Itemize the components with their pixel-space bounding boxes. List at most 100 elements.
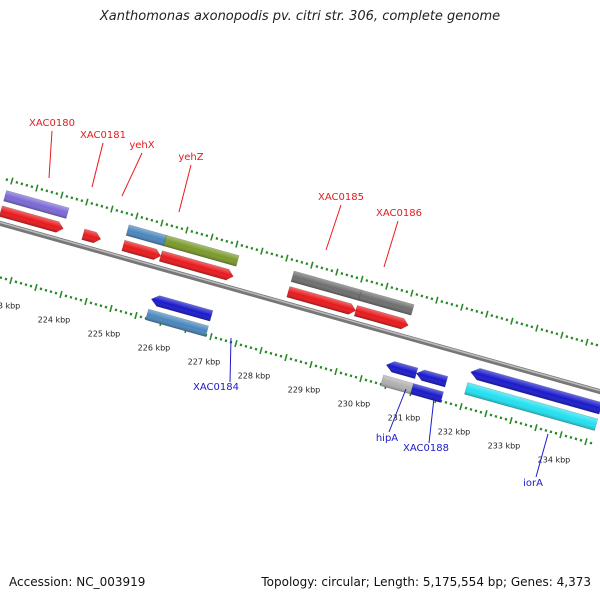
minor-tick: [530, 325, 534, 329]
minor-tick: [270, 252, 274, 256]
minor-tick: [245, 245, 249, 249]
gene-leader-line: [178, 164, 192, 213]
minor-tick: [64, 294, 68, 298]
minor-tick: [405, 290, 409, 294]
major-tick: [160, 219, 164, 227]
minor-tick: [415, 293, 419, 297]
minor-tick: [479, 410, 483, 414]
minor-tick: [80, 199, 84, 203]
genome-backbone-highlight: [0, 221, 600, 392]
minor-tick: [249, 346, 253, 350]
gene-hipa-cds-arrow[interactable]: [385, 360, 419, 380]
gene-yehz-arrow[interactable]: [163, 234, 240, 267]
gene-xac0188-arrow[interactable]: [410, 383, 444, 403]
major-tick: [359, 375, 363, 383]
minor-tick: [549, 430, 553, 434]
minor-tick: [454, 403, 458, 407]
minor-tick: [324, 367, 328, 371]
minor-tick: [569, 436, 573, 439]
scale-label: 223 kbp: [0, 302, 20, 311]
minor-tick: [390, 286, 394, 290]
gene-xac0188-cds-arrow[interactable]: [415, 368, 449, 388]
minor-tick: [575, 337, 579, 341]
minor-tick: [304, 361, 308, 365]
minor-tick: [200, 232, 204, 236]
gene-hipa-arrow[interactable]: [380, 374, 414, 395]
gene-xac0185-cds-arrow[interactable]: [286, 286, 357, 316]
major-tick: [59, 290, 63, 299]
minor-tick: [344, 372, 348, 376]
major-tick: [235, 240, 239, 248]
minor-tick: [524, 423, 528, 427]
major-tick: [585, 338, 589, 346]
minor-tick: [294, 358, 298, 362]
scale-label: 232 kbp: [438, 428, 471, 437]
minor-tick: [165, 223, 169, 226]
minor-tick: [244, 344, 248, 348]
gene-leader-line: [388, 388, 407, 433]
minor-tick: [504, 417, 508, 421]
minor-tick: [95, 203, 99, 207]
minor-tick: [205, 234, 209, 238]
minor-tick: [0, 276, 3, 280]
minor-tick: [330, 269, 334, 273]
minor-tick: [314, 364, 318, 368]
minor-tick: [374, 381, 378, 385]
major-tick: [34, 283, 38, 292]
minor-tick: [519, 421, 523, 425]
minor-tick: [494, 414, 498, 418]
gene-xac0180-arrow[interactable]: [3, 190, 70, 219]
minor-tick: [269, 351, 273, 355]
minor-tick: [375, 281, 379, 285]
minor-tick: [105, 206, 109, 210]
minor-tick: [589, 441, 593, 445]
minor-tick: [480, 311, 484, 315]
minor-tick: [4, 277, 8, 281]
gene-xac0186-cds-arrow[interactable]: [353, 304, 409, 330]
minor-tick: [574, 437, 578, 441]
minor-tick: [514, 420, 518, 424]
minor-tick: [590, 342, 594, 346]
minor-tick: [215, 237, 219, 240]
minor-tick: [430, 297, 434, 301]
minor-tick: [345, 273, 349, 277]
minor-tick: [150, 218, 154, 222]
minor-tick: [565, 335, 569, 339]
accession-label: Accession: NC_003919: [9, 575, 146, 589]
minor-tick: [254, 347, 258, 351]
gene-yehx-arrow[interactable]: [125, 224, 167, 247]
major-tick: [385, 282, 389, 290]
minor-tick: [539, 427, 543, 431]
gene-yehx-cds-arrow[interactable]: [121, 239, 162, 261]
minor-tick: [145, 217, 149, 221]
gene-xac0181-cds-arrow[interactable]: [81, 228, 102, 244]
major-tick: [210, 233, 214, 241]
minor-tick: [555, 332, 559, 336]
gene-xac0186-arrow[interactable]: [358, 289, 415, 316]
gene-xac0184-cds-arrow[interactable]: [150, 294, 214, 322]
minor-tick: [129, 312, 133, 316]
minor-tick: [119, 309, 123, 313]
gene-yehz-cds-arrow[interactable]: [158, 250, 234, 282]
minor-tick: [469, 407, 473, 411]
major-tick: [510, 317, 514, 325]
major-tick: [9, 276, 13, 285]
minor-tick: [25, 183, 29, 187]
minor-tick: [425, 295, 429, 299]
minor-tick: [195, 231, 199, 235]
gene-iora-arrow[interactable]: [464, 382, 599, 431]
gene-label: yehZ: [178, 152, 203, 163]
minor-tick: [120, 210, 124, 214]
major-tick: [459, 403, 463, 411]
gene-xac0180-cds-arrow[interactable]: [0, 205, 65, 234]
minor-tick: [30, 185, 34, 189]
gene-xac0184-arrow[interactable]: [145, 308, 209, 337]
minor-tick: [50, 190, 54, 194]
minor-tick: [365, 279, 369, 283]
gene-label: XAC0181: [80, 130, 126, 141]
major-tick: [559, 431, 563, 439]
minor-tick: [499, 416, 503, 420]
gene-xac0185-arrow[interactable]: [290, 270, 362, 301]
minor-tick: [220, 238, 224, 242]
